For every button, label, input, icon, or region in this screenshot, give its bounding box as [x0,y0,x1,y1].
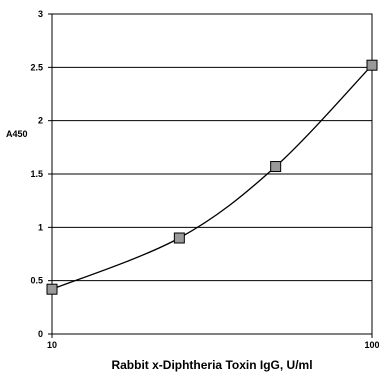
x-tick-label: 10 [47,340,57,350]
data-point-marker [173,232,185,244]
y-tick-label: 3 [38,9,43,19]
data-point-marker [270,161,282,173]
y-tick-label: 0 [38,329,43,339]
y-tick-label: 1.5 [30,169,43,179]
x-axis-label: Rabbit x-Diphtheria Toxin IgG, U/ml [111,358,312,372]
data-markers [46,59,378,295]
data-point-marker [46,283,58,295]
data-point-marker [366,59,378,71]
y-tick-label: 1 [38,222,43,232]
x-tick-label: 100 [364,340,379,350]
x-axis: 10 100 [47,334,379,350]
y-tick-label: 2 [38,116,43,126]
series-line [51,64,373,290]
y-tick-label: 2.5 [30,62,43,72]
y-tick-label: 0.5 [30,276,43,286]
y-axis-label: A450 [6,129,28,139]
y-axis: 0 0.5 1 1.5 2 2.5 3 [30,9,52,339]
gridlines [52,66,372,282]
